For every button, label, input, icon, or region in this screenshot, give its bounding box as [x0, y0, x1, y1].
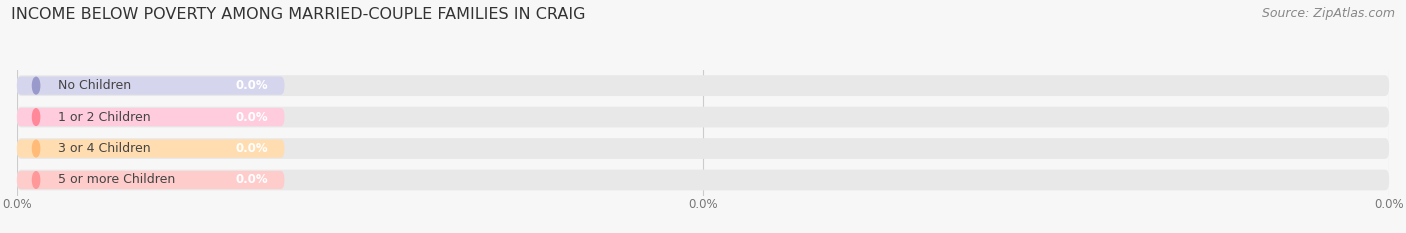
FancyBboxPatch shape [17, 170, 1389, 190]
Text: 0.0%: 0.0% [235, 111, 269, 123]
Text: 5 or more Children: 5 or more Children [58, 174, 176, 186]
Text: 3 or 4 Children: 3 or 4 Children [58, 142, 150, 155]
Circle shape [32, 77, 39, 94]
FancyBboxPatch shape [17, 108, 284, 126]
FancyBboxPatch shape [17, 107, 1389, 127]
FancyBboxPatch shape [17, 138, 1389, 159]
Circle shape [32, 172, 39, 188]
Text: Source: ZipAtlas.com: Source: ZipAtlas.com [1261, 7, 1395, 20]
FancyBboxPatch shape [17, 75, 1389, 96]
Circle shape [32, 109, 39, 125]
FancyBboxPatch shape [17, 76, 284, 95]
Text: No Children: No Children [58, 79, 131, 92]
Text: 1 or 2 Children: 1 or 2 Children [58, 111, 150, 123]
Circle shape [32, 140, 39, 157]
Text: 0.0%: 0.0% [235, 142, 269, 155]
Text: INCOME BELOW POVERTY AMONG MARRIED-COUPLE FAMILIES IN CRAIG: INCOME BELOW POVERTY AMONG MARRIED-COUPL… [11, 7, 586, 22]
Text: 0.0%: 0.0% [235, 174, 269, 186]
FancyBboxPatch shape [17, 139, 284, 158]
Text: 0.0%: 0.0% [235, 79, 269, 92]
FancyBboxPatch shape [17, 171, 284, 189]
